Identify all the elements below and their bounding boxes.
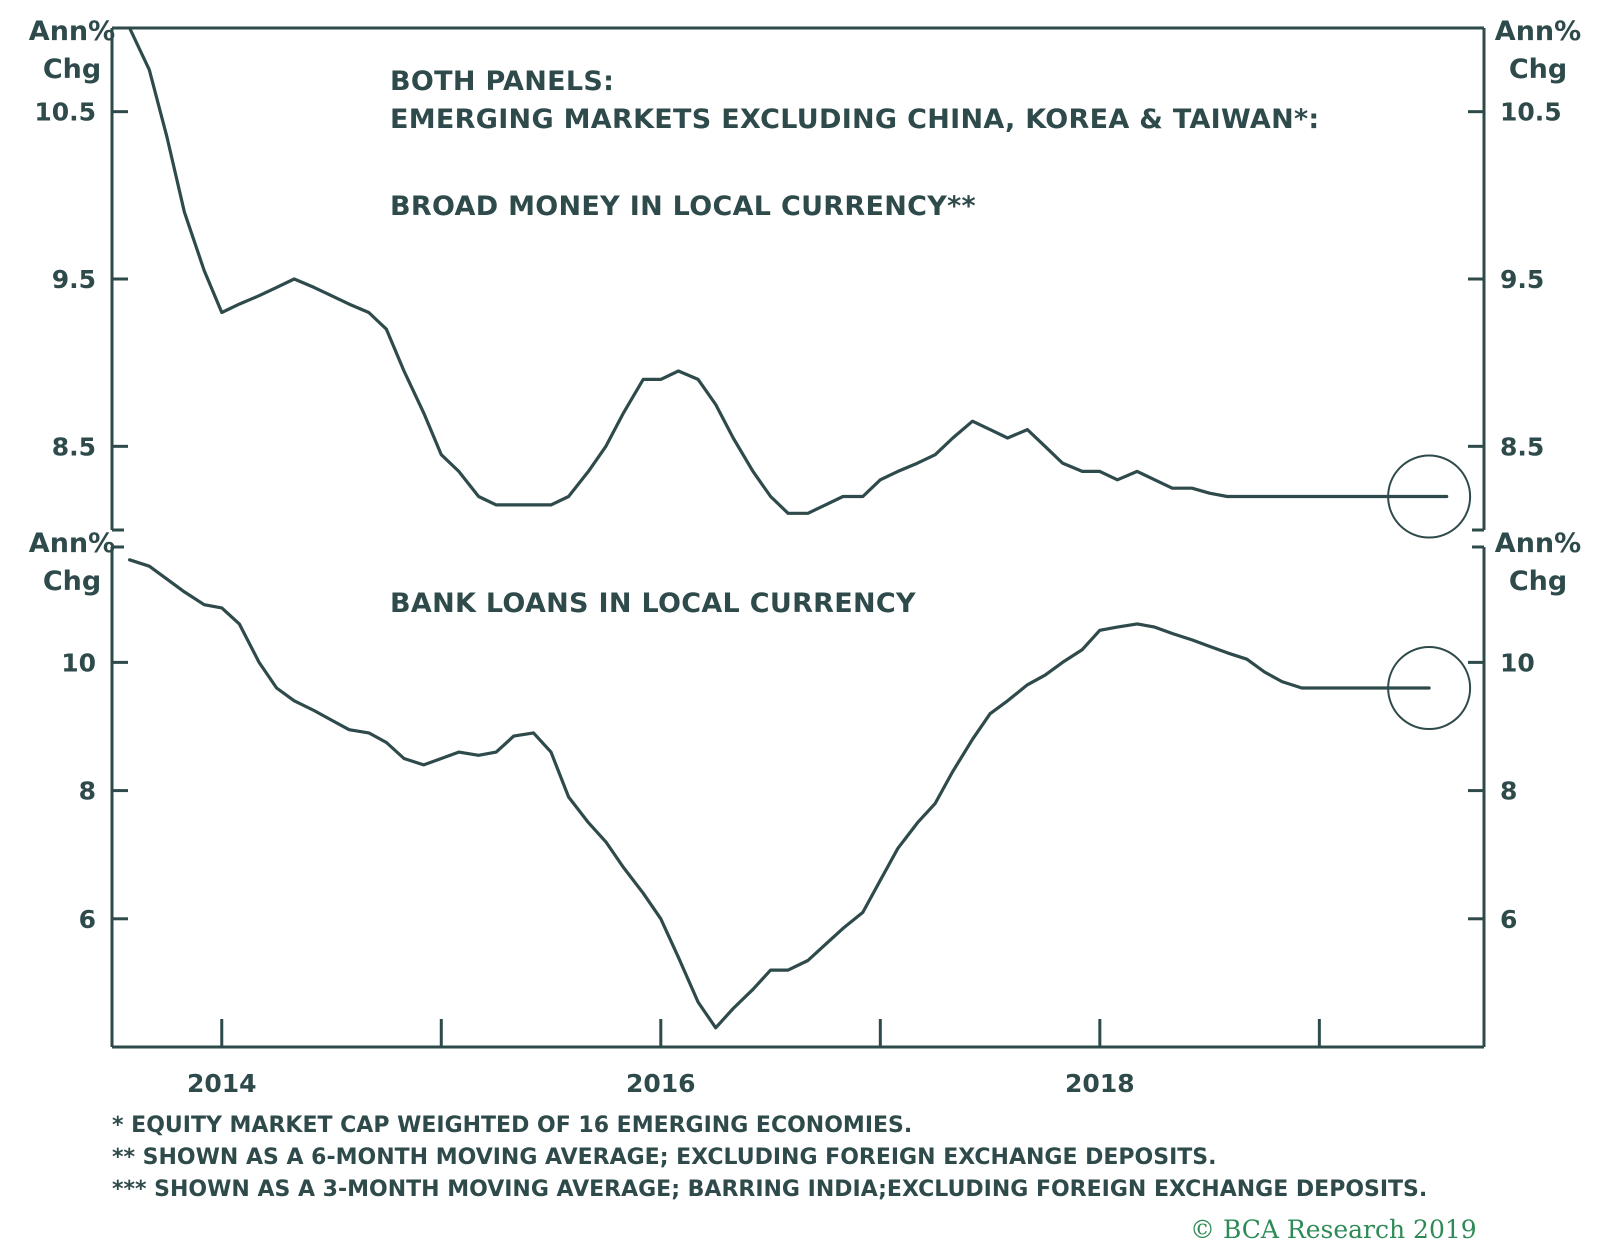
bottom-left-unit-line2: Chg bbox=[43, 566, 101, 597]
top-right-unit-line2: Chg bbox=[1509, 54, 1567, 85]
broad-money-right-tick-label: 9.5 bbox=[1500, 265, 1544, 294]
top-left-unit-line2: Chg bbox=[43, 54, 101, 85]
broad-money-series-line bbox=[128, 26, 1449, 515]
broad-money-highlight-circle bbox=[1387, 454, 1472, 539]
bank-loans-left-tick-label: 6 bbox=[79, 905, 96, 934]
broad-money-left-tick-label: 10.5 bbox=[34, 98, 96, 127]
x-label-2018: 2018 bbox=[1065, 1069, 1135, 1098]
panel-header-title: BOTH PANELS: bbox=[390, 66, 614, 97]
bank-loans-right-tick-label: 8 bbox=[1500, 777, 1517, 806]
bottom-right-unit-line1: Ann% bbox=[1495, 528, 1581, 559]
panel-header-subtitle: EMERGING MARKETS EXCLUDING CHINA, KOREA … bbox=[390, 104, 1319, 135]
broad-money-panel: BOTH PANELS: EMERGING MARKETS EXCLUDING … bbox=[29, 16, 1581, 222]
broad-money-left-tick-label: 8.5 bbox=[52, 432, 96, 461]
footnote-2: ** SHOWN AS A 6-MONTH MOVING AVERAGE; EX… bbox=[112, 1145, 1217, 1170]
bottom-right-unit-line2: Chg bbox=[1509, 566, 1567, 597]
chart-marks: 8.5 8.5 9.5 9.5 10.5 10.5 6 6 8 8 10 10 2014 2016 2018 bbox=[34, 26, 1562, 1098]
bank-loans-title: BANK LOANS IN LOCAL CURRENCY bbox=[390, 588, 916, 619]
bank-loans-left-tick-label: 10 bbox=[61, 648, 96, 677]
footnotes: * EQUITY MARKET CAP WEIGHTED OF 16 EMERG… bbox=[112, 1113, 1477, 1244]
x-label-2014: 2014 bbox=[187, 1069, 257, 1098]
bottom-left-unit-line1: Ann% bbox=[29, 528, 115, 559]
footnote-1: * EQUITY MARKET CAP WEIGHTED OF 16 EMERG… bbox=[112, 1113, 912, 1138]
broad-money-right-tick-label: 8.5 bbox=[1500, 432, 1544, 461]
top-right-unit-line1: Ann% bbox=[1495, 16, 1581, 47]
bank-loans-highlight-circle bbox=[1387, 646, 1472, 731]
top-left-unit-line1: Ann% bbox=[29, 16, 115, 47]
x-label-2016: 2016 bbox=[626, 1069, 696, 1098]
credit-text: © BCA Research 2019 bbox=[1190, 1215, 1477, 1244]
bank-loans-series-line bbox=[128, 558, 1431, 1030]
bank-loans-left-tick-label: 8 bbox=[79, 777, 96, 806]
bank-loans-panel: BANK LOANS IN LOCAL CURRENCY Ann% Chg An… bbox=[29, 528, 1581, 619]
bank-loans-right-tick-label: 10 bbox=[1500, 648, 1535, 677]
broad-money-right-tick-label: 10.5 bbox=[1500, 98, 1562, 127]
broad-money-title: BROAD MONEY IN LOCAL CURRENCY** bbox=[390, 191, 976, 222]
bank-loans-right-tick-label: 6 bbox=[1500, 905, 1517, 934]
broad-money-left-tick-label: 9.5 bbox=[52, 265, 96, 294]
footnote-3: *** SHOWN AS A 3-MONTH MOVING AVERAGE; B… bbox=[112, 1177, 1427, 1202]
